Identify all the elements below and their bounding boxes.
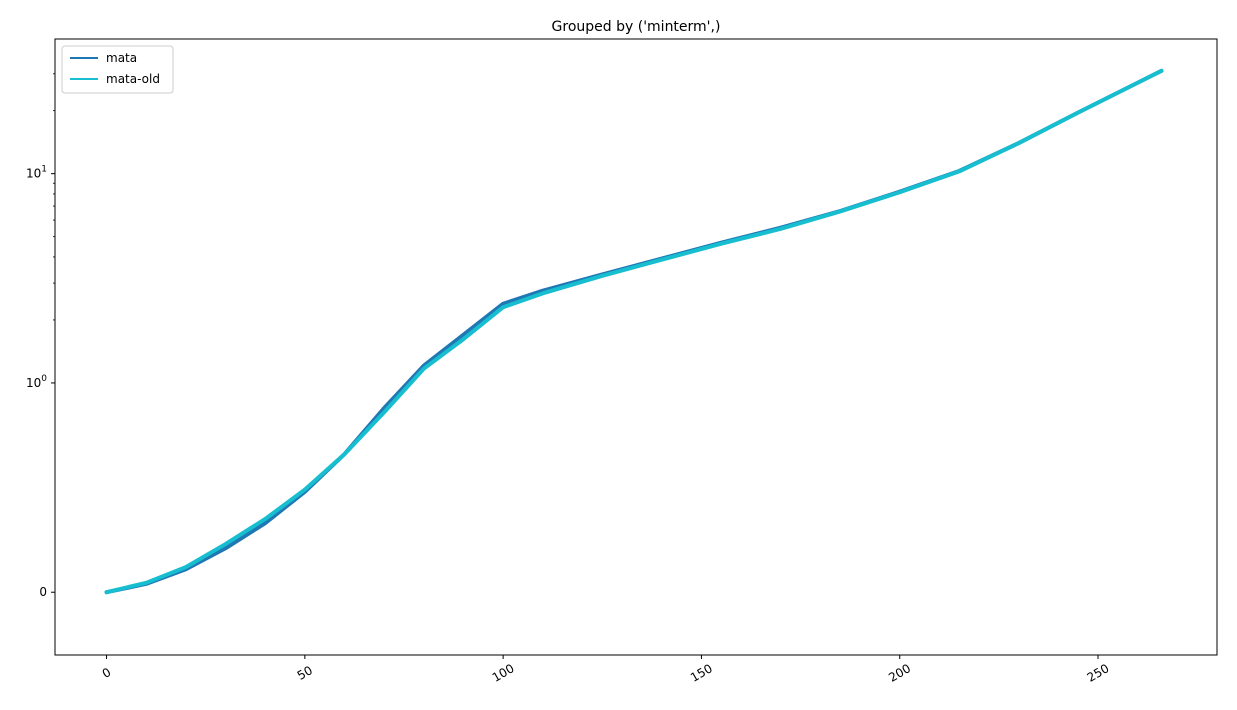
series-layer <box>104 68 1164 595</box>
y-tick-label: 0 <box>39 585 47 599</box>
x-tick-label: 0 <box>100 665 114 681</box>
y-tick-base: 10 <box>26 376 41 390</box>
x-axis: 0 50 100 150 200 250 <box>100 655 1112 685</box>
y-tick-label: 101 <box>26 165 47 181</box>
chart-title: Grouped by ('minterm',) <box>552 19 721 35</box>
y-tick-base: 10 <box>26 167 41 181</box>
x-tick-label: 50 <box>295 663 315 683</box>
legend-label-mata: mata <box>106 51 137 65</box>
series-line-mata-old <box>104 68 1164 595</box>
x-tick-label: 100 <box>490 661 517 685</box>
y-tick-label: 100 <box>26 374 47 390</box>
y-tick-exponent: 0 <box>41 374 47 384</box>
x-tick-label: 150 <box>688 661 715 685</box>
legend-label-mata-old: mata-old <box>106 72 160 86</box>
x-tick-label: 200 <box>886 661 913 685</box>
y-tick-exponent: 1 <box>41 165 47 175</box>
legend: mata mata-old <box>61 45 174 94</box>
x-tick-label: 250 <box>1085 661 1112 685</box>
